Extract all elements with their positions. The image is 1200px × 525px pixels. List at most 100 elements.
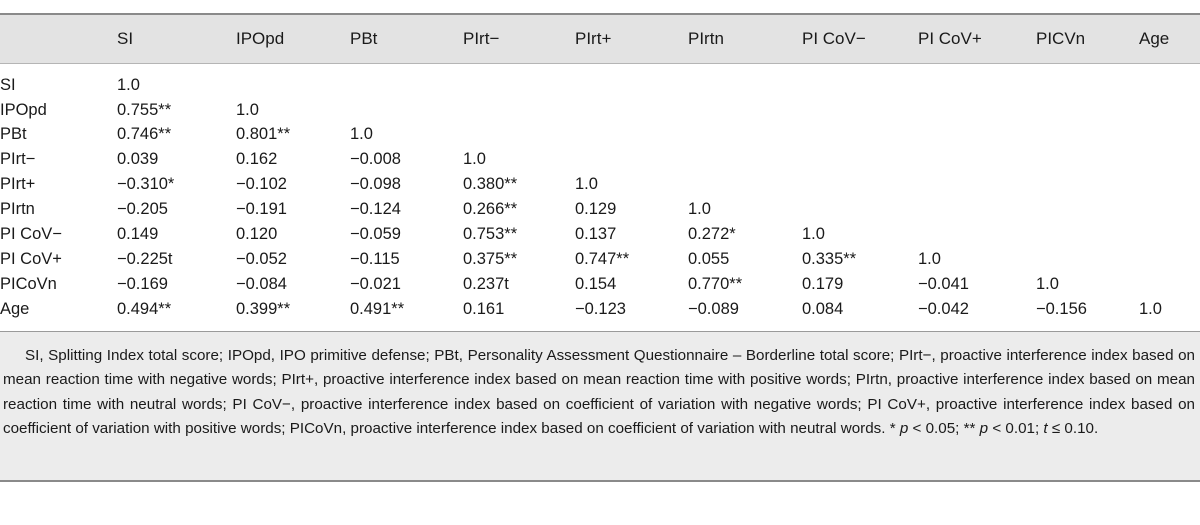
table-cell: 0.494** — [117, 300, 172, 318]
table-cell: −0.225t — [117, 250, 173, 268]
table-cell: 0.746** — [117, 125, 172, 143]
table-cell: −0.098 — [350, 175, 401, 193]
table-row: Age 0.494** 0.399** 0.491** 0.161 −0.123… — [0, 300, 1200, 324]
row-label: Age — [0, 300, 30, 318]
row-label: IPOpd — [0, 101, 47, 119]
table-row: PBt 0.746** 0.801** 1.0 — [0, 125, 1200, 149]
table-cell: 0.335** — [802, 250, 857, 268]
footnote-definitions: SI, Splitting Index total score; IPOpd, … — [3, 347, 1195, 437]
table-header: SI IPOpd PBt PIrt− PIrt+ PIrtn PI CoV− P… — [0, 15, 1200, 64]
table-cell: −0.191 — [236, 200, 287, 218]
table-cell: 1.0 — [117, 76, 140, 94]
table-cell: 0.380** — [463, 175, 518, 193]
row-label: PIrt− — [0, 150, 36, 168]
table-cell: −0.310* — [117, 175, 175, 193]
table-cell: 0.491** — [350, 300, 405, 318]
table-cell: 1.0 — [1139, 300, 1162, 318]
row-label: PI CoV+ — [0, 250, 62, 268]
table-row: PI CoV− 0.149 0.120 −0.059 0.753** 0.137… — [0, 225, 1200, 249]
row-label: PBt — [0, 125, 27, 143]
table-cell: −0.008 — [350, 150, 401, 168]
col-header-si: SI — [117, 29, 134, 48]
table-row: IPOpd 0.755** 1.0 — [0, 101, 1200, 125]
table-cell: 0.129 — [575, 200, 617, 218]
row-label: PICoVn — [0, 275, 57, 293]
table-cell: −0.059 — [350, 225, 401, 243]
table-cell: −0.041 — [918, 275, 969, 293]
col-header-picov-neg: PI CoV− — [802, 29, 866, 48]
table-cell: 0.399** — [236, 300, 291, 318]
table-cell: 0.375** — [463, 250, 518, 268]
table-cell: 0.161 — [463, 300, 505, 318]
footnote-sig-3-rest: ≤ 0.10. — [1047, 419, 1099, 437]
table-cell: 0.179 — [802, 275, 844, 293]
table-cell: 1.0 — [575, 175, 598, 193]
col-header-picov-pos: PI CoV+ — [918, 29, 982, 48]
table-cell: 0.084 — [802, 300, 844, 318]
col-header-pirt-neg: PIrt− — [463, 29, 500, 48]
table-cell: 0.272* — [688, 225, 736, 243]
table-cell: 0.747** — [575, 250, 630, 268]
table-row: PICoVn −0.169 −0.084 −0.021 0.237t 0.154… — [0, 275, 1200, 299]
footnote-sig-1-rest: < 0.05; ** — [908, 419, 980, 437]
table-row: SI 1.0 — [0, 76, 1200, 100]
table-row: PIrt− 0.039 0.162 −0.008 1.0 — [0, 150, 1200, 174]
row-label: SI — [0, 76, 16, 94]
table-cell: 1.0 — [1036, 275, 1059, 293]
table-cell: −0.205 — [117, 200, 168, 218]
table-cell: 0.137 — [575, 225, 617, 243]
table-cell: 0.237t — [463, 275, 509, 293]
table-cell: −0.084 — [236, 275, 287, 293]
col-header-pirtn: PIrtn — [688, 29, 724, 48]
table-cell: 0.055 — [688, 250, 730, 268]
row-label: PI CoV− — [0, 225, 62, 243]
table-cell: 0.039 — [117, 150, 159, 168]
table-cell: 0.753** — [463, 225, 518, 243]
footnote-sig-2-var: p — [979, 419, 989, 437]
table-cell: 0.154 — [575, 275, 617, 293]
table-cell: 0.801** — [236, 125, 291, 143]
table-cell: −0.123 — [575, 300, 626, 318]
table-cell: 1.0 — [350, 125, 373, 143]
footnote-sig-1-var: p — [899, 419, 909, 437]
table-cell: −0.089 — [688, 300, 739, 318]
table-cell: 1.0 — [463, 150, 486, 168]
table-cell: 1.0 — [802, 225, 825, 243]
table-cell: 1.0 — [236, 101, 259, 119]
table-cell: 0.120 — [236, 225, 278, 243]
table-bottom-rule — [0, 331, 1200, 332]
footnote-sig-2-rest: < 0.01; — [988, 419, 1044, 437]
table-cell: 1.0 — [918, 250, 941, 268]
table-row: PIrt+ −0.310* −0.102 −0.098 0.380** 1.0 — [0, 175, 1200, 199]
row-label: PIrtn — [0, 200, 35, 218]
col-header-picvn: PICVn — [1036, 29, 1086, 48]
table-cell: −0.102 — [236, 175, 287, 193]
row-label: PIrt+ — [0, 175, 36, 193]
footnote-sig-3-var: t — [1043, 419, 1048, 437]
col-header-ipopd: IPOpd — [236, 29, 285, 48]
top-rule — [0, 13, 1200, 15]
table-row: PIrtn −0.205 −0.191 −0.124 0.266** 0.129… — [0, 200, 1200, 224]
col-header-age: Age — [1139, 29, 1170, 48]
table-cell: 0.755** — [117, 101, 172, 119]
table-cell: −0.042 — [918, 300, 969, 318]
table-row: PI CoV+ −0.225t −0.052 −0.115 0.375** 0.… — [0, 250, 1200, 274]
bottom-rule — [0, 480, 1200, 482]
table-cell: −0.052 — [236, 250, 287, 268]
table-cell: 0.266** — [463, 200, 518, 218]
col-header-pbt: PBt — [350, 29, 378, 48]
col-header-pirt-pos: PIrt+ — [575, 29, 612, 48]
table-cell: 0.162 — [236, 150, 278, 168]
table-cell: −0.169 — [117, 275, 168, 293]
footnote-sig-1-prefix: * — [885, 419, 900, 437]
table-cell: −0.124 — [350, 200, 401, 218]
footnote-text: SI, Splitting Index total score; IPOpd, … — [3, 344, 1195, 441]
table-cell: −0.156 — [1036, 300, 1087, 318]
table-footnote: SI, Splitting Index total score; IPOpd, … — [0, 332, 1200, 480]
table-cell: −0.115 — [350, 250, 400, 268]
table-cell: −0.021 — [350, 275, 401, 293]
table-cell: 0.770** — [688, 275, 743, 293]
table-cell: 0.149 — [117, 225, 159, 243]
table-cell: 1.0 — [688, 200, 711, 218]
